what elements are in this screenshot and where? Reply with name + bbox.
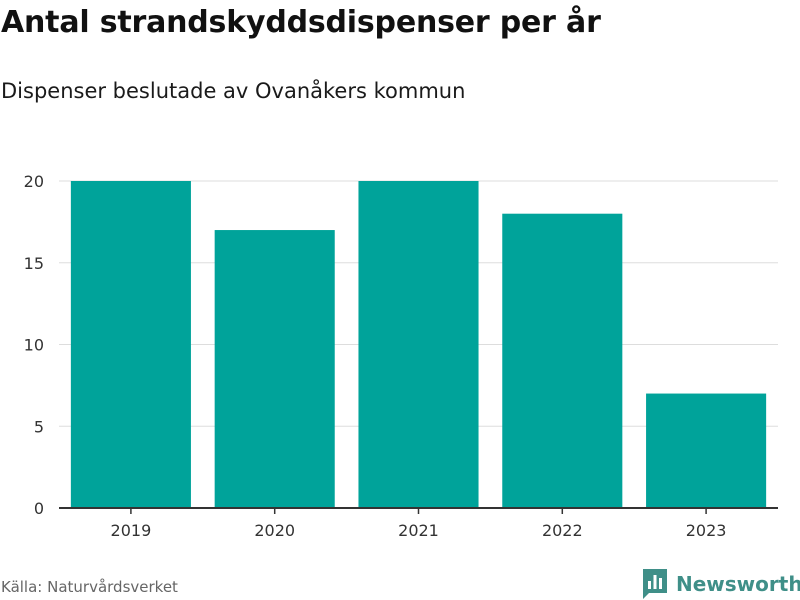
brand-logo: Newsworthy (643, 569, 800, 599)
chart-title: Antal strandskyddsdispenser per år (1, 5, 601, 40)
bar (214, 230, 335, 509)
bar (646, 393, 767, 508)
bar-chart-flag-icon (643, 569, 667, 599)
x-tick-label: 2023 (686, 521, 727, 540)
source-note: Källa: Naturvårdsverket (1, 578, 178, 596)
brand-name: Newsworthy (676, 572, 800, 596)
bar (358, 181, 479, 508)
y-tick-label: 20 (24, 172, 44, 191)
y-tick-label: 10 (24, 336, 44, 355)
chart-subtitle: Dispenser beslutade av Ovanåkers kommun (1, 79, 466, 103)
y-tick-label: 15 (24, 254, 44, 273)
bar (502, 213, 623, 508)
x-tick-label: 2019 (111, 521, 152, 540)
y-tick-label: 0 (34, 499, 44, 518)
x-tick-label: 2021 (398, 521, 439, 540)
bar (70, 181, 191, 508)
bars (70, 181, 767, 509)
x-tick-label: 2022 (542, 521, 583, 540)
axes: 0 5 10 15 20 2019 2020 2021 2022 2023 (24, 172, 778, 540)
y-tick-label: 5 (34, 417, 44, 436)
x-tick-label: 2020 (254, 521, 295, 540)
